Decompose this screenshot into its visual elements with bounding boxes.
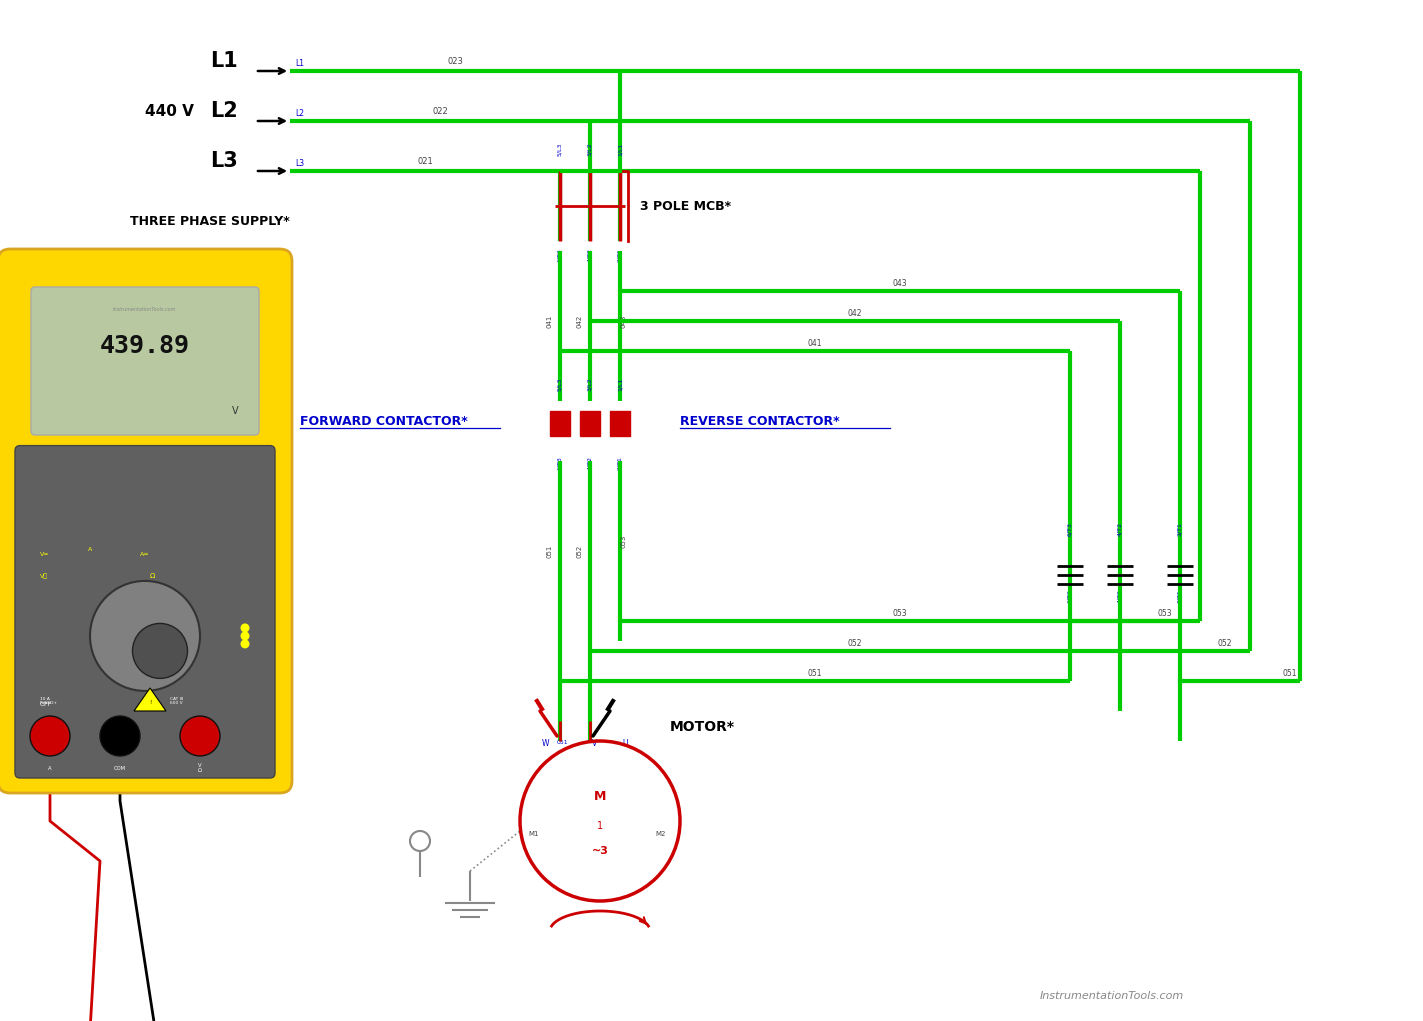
Circle shape	[90, 581, 201, 691]
Text: 053: 053	[1158, 609, 1173, 618]
Text: 051: 051	[556, 740, 569, 745]
Circle shape	[100, 716, 139, 756]
Text: V
Ω: V Ω	[198, 763, 202, 773]
Text: 3/L2: 3/L2	[588, 378, 592, 391]
Circle shape	[30, 716, 70, 756]
Circle shape	[132, 624, 188, 678]
Text: CAT III
600 V: CAT III 600 V	[169, 696, 184, 706]
Text: InstrumentationTools.com: InstrumentationTools.com	[114, 306, 176, 311]
FancyBboxPatch shape	[0, 249, 292, 793]
Text: OFF: OFF	[40, 701, 53, 707]
Text: 023: 023	[447, 57, 462, 66]
Text: U: U	[622, 739, 628, 748]
Text: 052: 052	[576, 544, 583, 557]
Text: COM: COM	[114, 766, 127, 771]
Text: !: !	[149, 700, 151, 706]
Text: A: A	[88, 547, 92, 552]
Text: M: M	[593, 789, 606, 803]
FancyBboxPatch shape	[16, 445, 275, 778]
Text: InstrumentationTools.com: InstrumentationTools.com	[1040, 991, 1184, 1001]
Text: 6/T3: 6/T3	[558, 456, 562, 470]
Text: 4/T2: 4/T2	[1117, 522, 1123, 536]
Text: L3: L3	[295, 159, 305, 168]
Text: 2/T1: 2/T1	[618, 456, 622, 470]
Text: FORWARD CONTACTOR*: FORWARD CONTACTOR*	[300, 415, 468, 428]
FancyBboxPatch shape	[581, 411, 601, 436]
FancyBboxPatch shape	[31, 287, 259, 435]
Text: 051: 051	[1282, 669, 1298, 678]
Text: 053: 053	[892, 609, 908, 618]
Text: 440 V: 440 V	[145, 103, 194, 118]
Text: Ω: Ω	[149, 573, 155, 579]
Text: 5/L3: 5/L3	[558, 143, 562, 156]
Text: V: V	[592, 739, 598, 748]
Text: L1: L1	[295, 59, 305, 68]
Text: A: A	[48, 766, 51, 771]
Text: 2/T1: 2/T1	[1177, 589, 1183, 602]
Text: L2: L2	[211, 101, 238, 121]
Circle shape	[240, 624, 249, 632]
Text: REVERSE CONTACTOR*: REVERSE CONTACTOR*	[680, 415, 840, 428]
Text: 022: 022	[433, 107, 448, 116]
FancyBboxPatch shape	[551, 411, 571, 436]
Circle shape	[179, 716, 221, 756]
Text: 1/L1: 1/L1	[618, 143, 622, 156]
Text: L3: L3	[211, 151, 238, 171]
Text: 2/T1: 2/T1	[618, 248, 622, 261]
Text: 041: 041	[808, 339, 822, 348]
Text: 6/T3: 6/T3	[558, 248, 562, 261]
Text: 041: 041	[546, 314, 554, 328]
Text: 4/T2: 4/T2	[1117, 589, 1123, 603]
Text: 4/T2: 4/T2	[588, 248, 592, 262]
Text: THREE PHASE SUPPLY*: THREE PHASE SUPPLY*	[129, 214, 290, 228]
Text: 3 POLE MCB*: 3 POLE MCB*	[640, 199, 731, 212]
FancyBboxPatch shape	[610, 411, 630, 436]
Circle shape	[240, 631, 249, 640]
Text: 439.89: 439.89	[100, 334, 191, 358]
Text: MOTOR*: MOTOR*	[670, 720, 736, 734]
Text: 1: 1	[596, 821, 603, 831]
Text: 052: 052	[848, 639, 862, 648]
Text: 6/T3: 6/T3	[1067, 589, 1073, 602]
Text: L2: L2	[295, 109, 305, 118]
Text: 4/T2: 4/T2	[588, 456, 592, 470]
Text: 042: 042	[576, 314, 583, 328]
Text: V≈: V≈	[40, 552, 50, 556]
Circle shape	[240, 639, 249, 648]
Polygon shape	[134, 688, 166, 711]
Text: 043: 043	[620, 314, 626, 328]
Text: 5/L3: 5/L3	[558, 378, 562, 391]
Text: 051: 051	[546, 544, 554, 557]
Text: 3/L2: 3/L2	[588, 142, 592, 156]
Text: L1: L1	[211, 51, 238, 71]
Text: M2: M2	[655, 831, 666, 837]
Text: 10 A
FUSED+: 10 A FUSED+	[40, 696, 58, 706]
Text: 052: 052	[1218, 639, 1232, 648]
Text: 2/T1: 2/T1	[1177, 522, 1183, 536]
Text: 1/L1: 1/L1	[618, 378, 622, 391]
Text: V: V	[232, 406, 238, 416]
Text: 042: 042	[848, 309, 862, 318]
Text: 043: 043	[892, 279, 908, 288]
Text: V⎓: V⎓	[40, 574, 48, 579]
Text: 051: 051	[808, 669, 822, 678]
Text: W: W	[541, 739, 549, 748]
Text: 6/T3: 6/T3	[1067, 522, 1073, 536]
Text: M1: M1	[528, 831, 538, 837]
Text: A≈: A≈	[139, 552, 149, 556]
Text: ~3: ~3	[592, 846, 609, 856]
Text: 053: 053	[620, 534, 626, 547]
Text: 021: 021	[417, 157, 433, 166]
